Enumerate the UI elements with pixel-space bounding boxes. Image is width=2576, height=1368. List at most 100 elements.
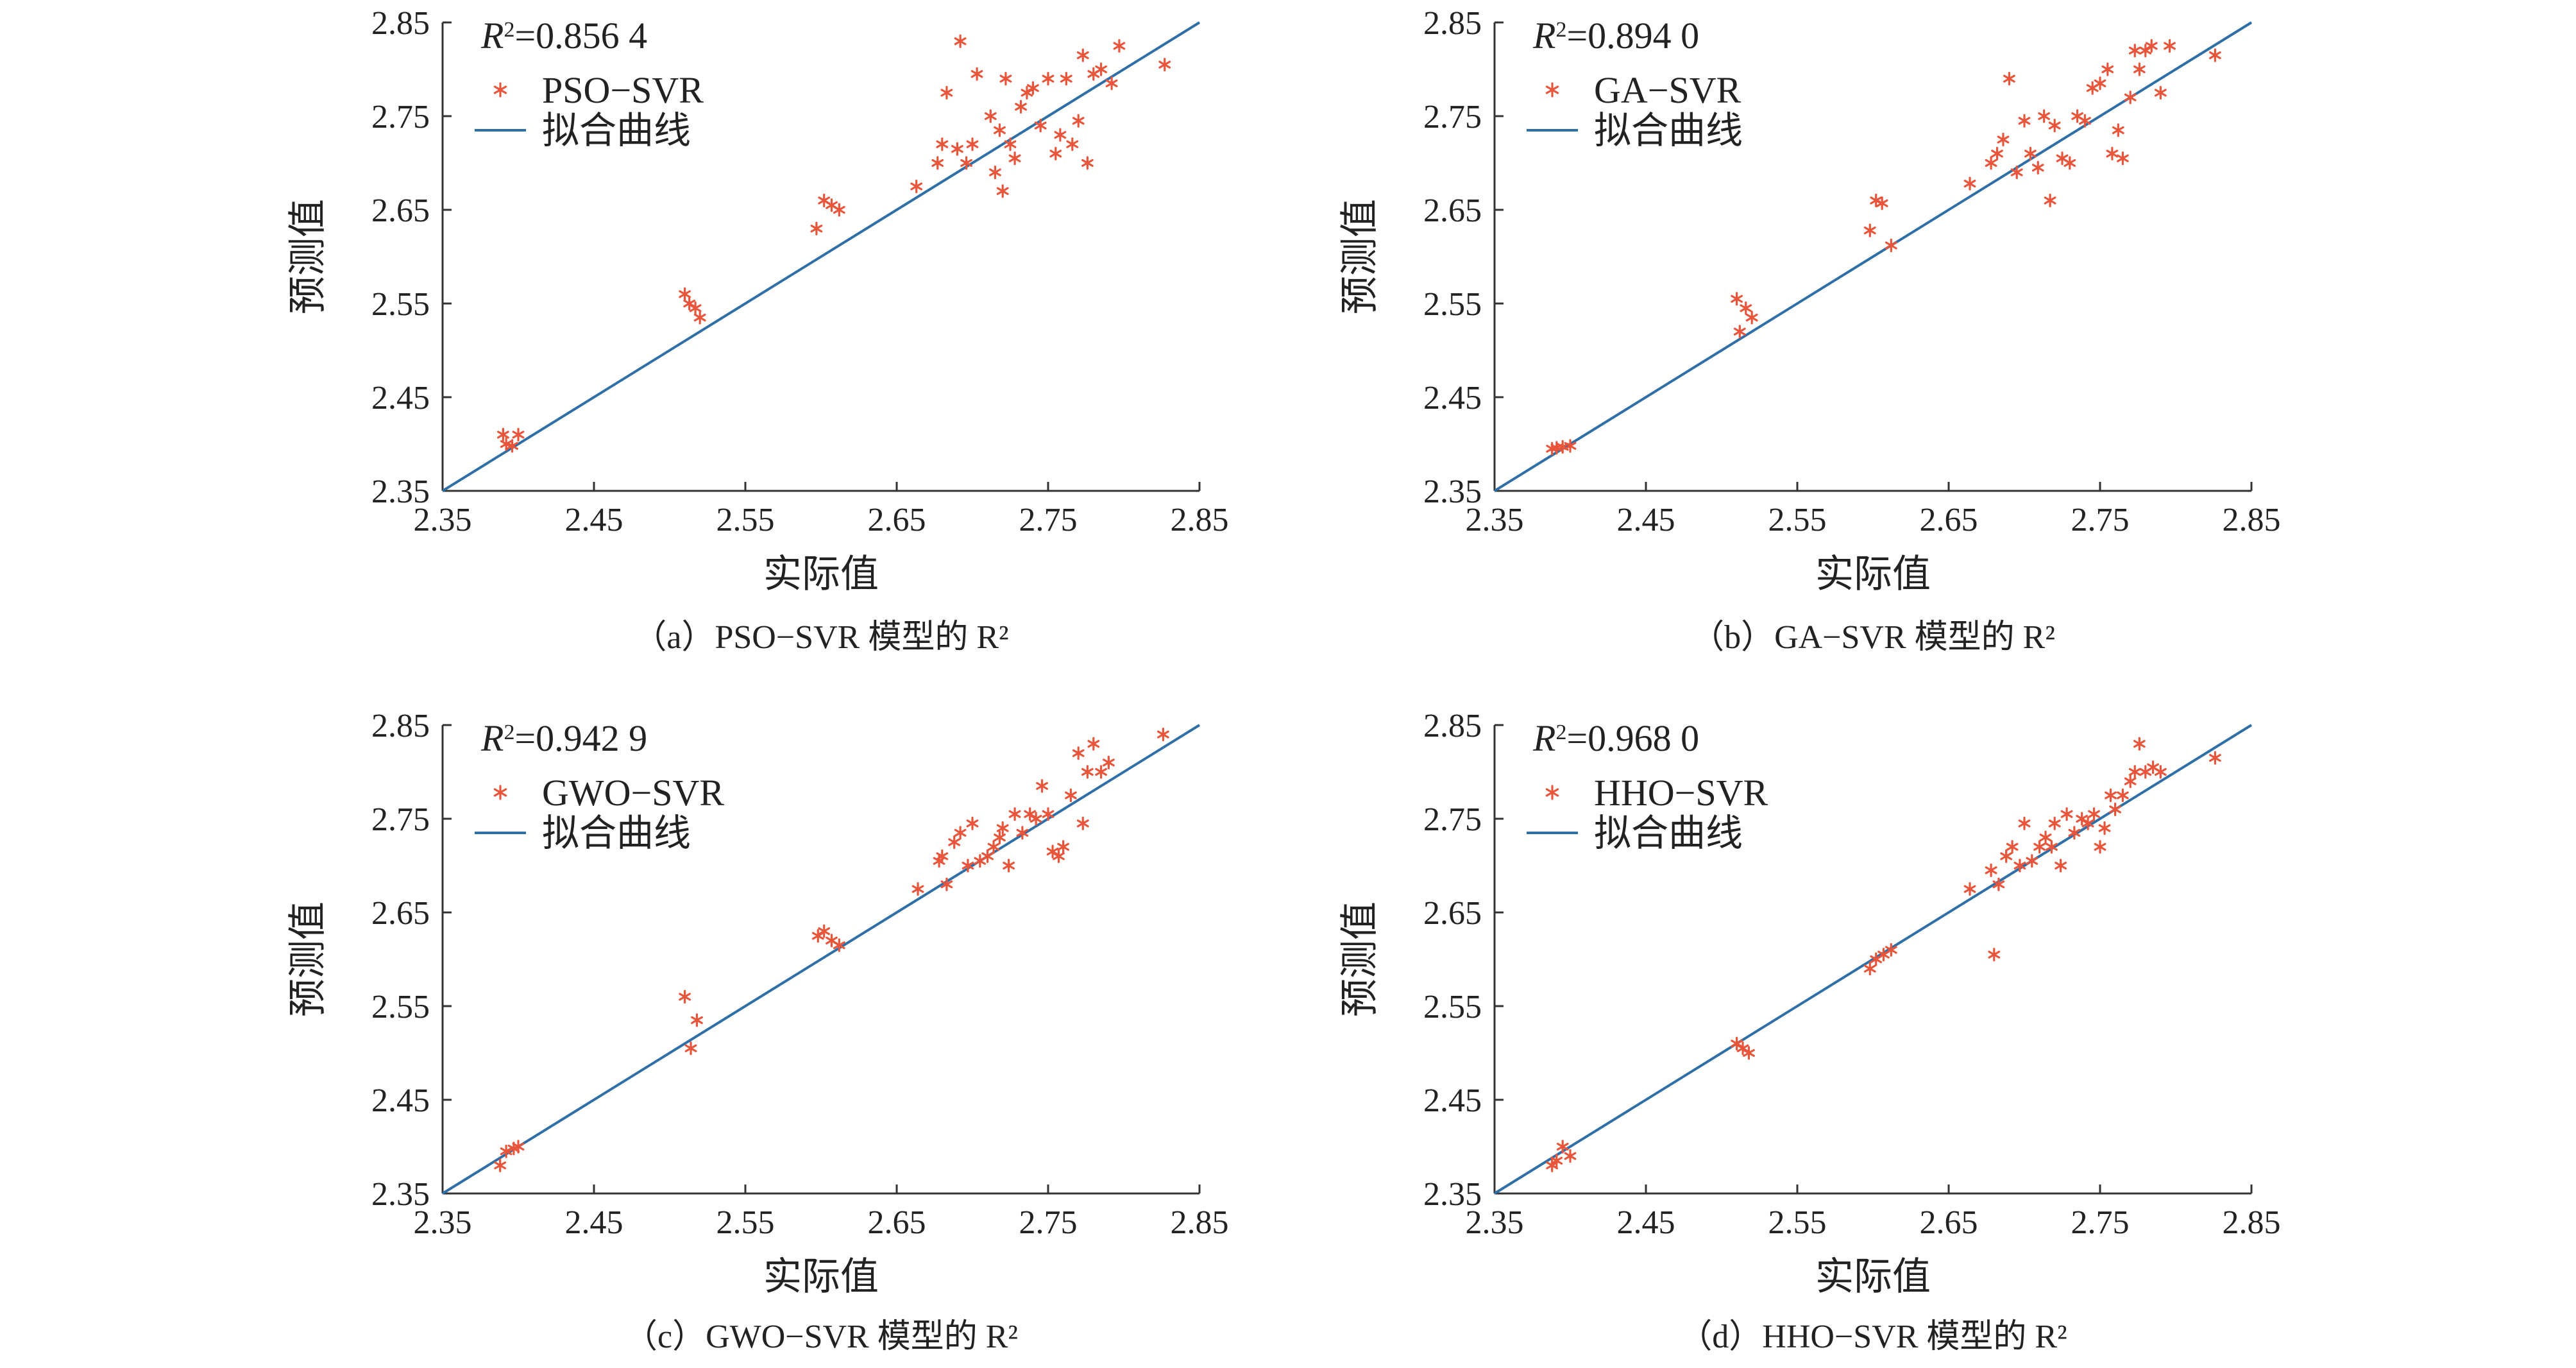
- y-tick-label: 2.65: [1423, 192, 1482, 229]
- data-point: [1095, 62, 1107, 76]
- r2-value: =0.968 0: [1566, 717, 1699, 759]
- y-tick-label: 2.45: [1423, 380, 1482, 416]
- data-point: [1113, 38, 1126, 53]
- data-point: [2139, 765, 2152, 779]
- panel-caption: （d）HHO−SVR 模型的 R²: [1679, 1319, 2067, 1355]
- data-point: [1095, 765, 1107, 779]
- data-point: [818, 924, 831, 938]
- r2-symbol: R: [480, 717, 504, 759]
- data-point: [2117, 151, 2129, 166]
- data-point: [1036, 779, 1048, 793]
- data-point: [833, 203, 845, 217]
- x-tick-label: 2.45: [1617, 1204, 1675, 1241]
- y-tick-label: 2.65: [371, 895, 430, 932]
- data-point: [970, 67, 983, 81]
- data-point: [689, 301, 702, 315]
- data-point: [960, 156, 972, 170]
- panel-c: 2.35 2.45 2.55 2.65 2.75 2.85 2.35 2.45 2.55 2.65…: [287, 708, 1229, 1355]
- data-point: [984, 109, 997, 123]
- data-point: [2048, 119, 2061, 133]
- data-point: [2063, 156, 2076, 170]
- data-point: [684, 1041, 697, 1056]
- data-point: [500, 437, 513, 451]
- y-tick-label: 2.75: [371, 801, 430, 838]
- x-tick-label: 2.75: [2071, 1204, 2130, 1241]
- data-point: [693, 311, 706, 325]
- data-point: [1076, 48, 1089, 62]
- data-point: [2086, 81, 2099, 95]
- data-point: [948, 835, 961, 850]
- y-axis-title: 预测值: [287, 199, 329, 314]
- panel-a: 2.35 2.45 2.55 2.65 2.75 2.85 2.35 2.45 2.55 2.65…: [287, 5, 1229, 656]
- y-tick-label: 2.85: [371, 5, 430, 42]
- data-point: [2128, 765, 2141, 779]
- data-point: [974, 854, 987, 868]
- data-point: [996, 184, 1009, 198]
- x-tick-label: 2.85: [1171, 1204, 1229, 1241]
- data-point: [1016, 826, 1029, 840]
- data-point: [497, 427, 509, 442]
- data-point: [2013, 859, 2026, 873]
- y-tick-label: 2.35: [371, 474, 430, 510]
- data-point: [512, 427, 525, 442]
- data-point: [1042, 807, 1055, 821]
- y-tick-label: 2.65: [371, 192, 430, 229]
- panel-caption: （c）GWO−SVR 模型的 R²: [624, 1319, 1018, 1355]
- x-tick-label: 2.55: [716, 502, 775, 538]
- data-point: [954, 34, 967, 48]
- data-point: [2071, 109, 2083, 123]
- data-point: [966, 137, 979, 151]
- data-point: [2018, 114, 2031, 128]
- x-tick-label: 2.45: [1617, 502, 1675, 538]
- y-tick-label: 2.55: [1423, 989, 1482, 1025]
- panel-caption: （a）PSO−SVR 模型的 R²: [633, 619, 1008, 656]
- data-point: [2133, 737, 2146, 751]
- x-tick-label: 2.65: [1920, 1204, 1978, 1241]
- y-tick-label: 2.75: [1423, 99, 1482, 135]
- fit-line: [441, 724, 1201, 1195]
- data-point: [2038, 109, 2051, 123]
- data-point: [2039, 830, 2052, 844]
- data-point: [1991, 146, 2003, 160]
- legend-line-label: 拟合曲线: [1594, 812, 1743, 854]
- r2-superscript: 2: [504, 18, 514, 42]
- data-point: [1060, 71, 1072, 86]
- data-point: [987, 840, 1000, 854]
- data-point: [1546, 1158, 1559, 1172]
- r2-annotation: R2=0.894 0: [1532, 15, 1699, 56]
- data-point: [1743, 1046, 1755, 1060]
- data-point: [910, 179, 923, 194]
- data-point: [2106, 146, 2119, 160]
- y-tick-label: 2.35: [1423, 474, 1482, 510]
- data-point: [1008, 151, 1021, 166]
- data-point: [931, 156, 944, 170]
- data-point: [989, 166, 1001, 180]
- x-tick-label: 2.45: [565, 502, 623, 538]
- data-point: [2055, 859, 2067, 873]
- legend-point-marker: [493, 82, 507, 98]
- data-point: [1081, 765, 1094, 779]
- data-point: [1087, 737, 1100, 751]
- data-point: [1049, 146, 1062, 160]
- data-point: [911, 882, 924, 896]
- y-tick-label: 2.55: [371, 286, 430, 323]
- data-point: [494, 1158, 507, 1172]
- data-point: [818, 193, 831, 207]
- data-point: [1157, 727, 1169, 742]
- data-point: [2128, 44, 2141, 58]
- data-point: [1072, 746, 1085, 760]
- x-tick-label: 2.75: [2071, 502, 2130, 538]
- y-tick-label: 2.45: [371, 1082, 430, 1119]
- panel-caption: （b）GA−SVR 模型的 R²: [1691, 619, 2055, 656]
- data-point: [1081, 156, 1094, 170]
- data-point: [1992, 877, 2005, 891]
- data-point: [506, 439, 518, 453]
- data-point: [940, 877, 953, 891]
- y-tick-label: 2.55: [1423, 286, 1482, 323]
- x-tick-label: 2.35: [1466, 1204, 1524, 1241]
- data-point: [999, 71, 1012, 86]
- data-point: [2079, 114, 2091, 128]
- y-tick-label: 2.35: [1423, 1176, 1482, 1213]
- r2-symbol: R: [480, 15, 504, 56]
- data-point: [1105, 76, 1118, 90]
